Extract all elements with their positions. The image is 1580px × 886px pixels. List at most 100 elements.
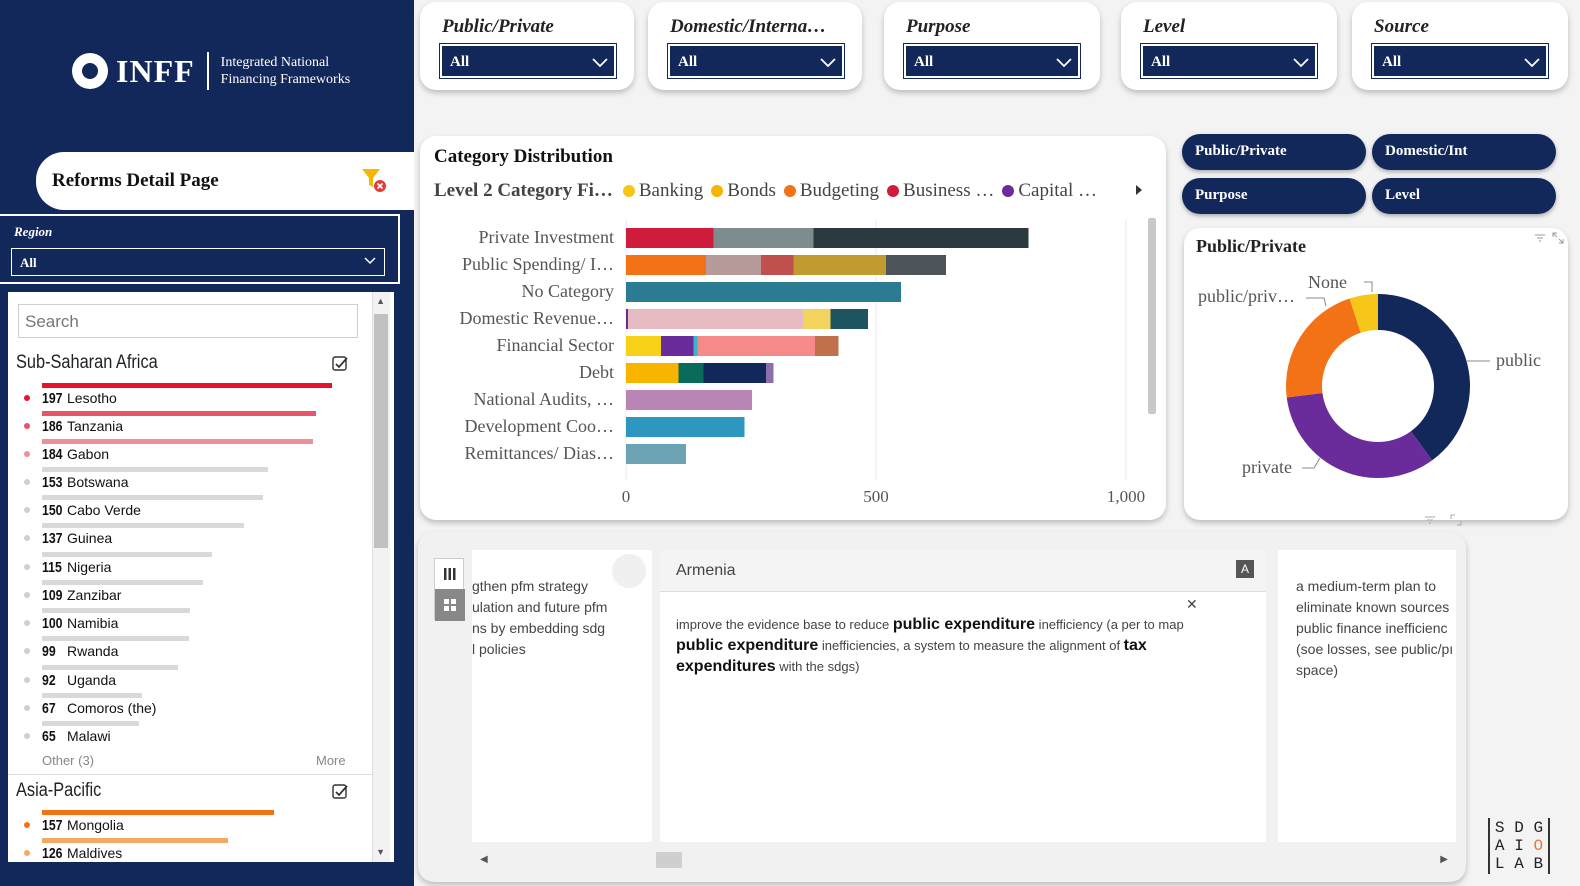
- horizontal-scrollbar[interactable]: ◀ ▶: [472, 850, 1452, 870]
- filter-dropdown[interactable]: All: [667, 43, 845, 79]
- bar-segment[interactable]: [626, 309, 628, 329]
- category-label: National Audits, …: [474, 389, 615, 409]
- checkbox-icon[interactable]: [332, 784, 348, 800]
- close-icon[interactable]: ✕: [1186, 596, 1198, 612]
- bar-segment[interactable]: [803, 309, 831, 329]
- bar-segment[interactable]: [697, 336, 816, 356]
- bar-segment[interactable]: [678, 363, 704, 383]
- legend-item[interactable]: Bonds: [711, 180, 776, 202]
- donut-slice[interactable]: [1378, 294, 1470, 461]
- chevron-down-icon: [820, 58, 836, 68]
- clear-filters-icon[interactable]: [360, 166, 388, 194]
- filter-dropdown[interactable]: All: [1371, 43, 1549, 79]
- pill-public-private[interactable]: Public/Private: [1182, 134, 1366, 170]
- pill-level[interactable]: Level: [1372, 178, 1556, 214]
- bar-segment[interactable]: [693, 336, 698, 356]
- legend-next-icon[interactable]: [1134, 184, 1144, 196]
- slice-label: public: [1496, 350, 1541, 370]
- filter-icon[interactable]: [1424, 514, 1436, 526]
- bar-segment[interactable]: [713, 228, 814, 248]
- bar-segment[interactable]: [626, 255, 706, 275]
- reform-card-armenia[interactable]: Armenia A ✕ improve the evidence base to…: [660, 550, 1266, 842]
- card-body: improve the evidence base to reduce publ…: [676, 616, 1184, 675]
- bar-segment[interactable]: [626, 282, 901, 302]
- list-item[interactable]: 186 Tanzania: [22, 411, 352, 439]
- donut-slice[interactable]: [1349, 294, 1378, 333]
- bar-segment[interactable]: [626, 228, 714, 248]
- filter-icon[interactable]: [1534, 232, 1546, 244]
- expand-icon[interactable]: [1450, 514, 1462, 526]
- bar-segment[interactable]: [626, 336, 661, 356]
- bar-segment[interactable]: [815, 336, 839, 356]
- bar-segment[interactable]: [628, 309, 803, 329]
- list-item[interactable]: 65 Malawi: [22, 721, 352, 749]
- category-label: Financial Sector: [497, 335, 614, 355]
- scroll-down-icon[interactable]: ▼: [376, 847, 385, 857]
- bar-segment[interactable]: [626, 417, 745, 437]
- bar-segment[interactable]: [706, 255, 761, 275]
- bar-segment[interactable]: [703, 363, 767, 383]
- filter-dropdown[interactable]: All: [439, 43, 617, 79]
- legend-item[interactable]: Banking: [622, 180, 703, 202]
- category-label: No Category: [522, 281, 614, 301]
- donut-slice[interactable]: [1286, 298, 1361, 398]
- legend-item[interactable]: Budgeting: [783, 180, 879, 202]
- list-item[interactable]: 100 Namibia: [22, 608, 352, 636]
- scroll-up-icon[interactable]: ▲: [376, 296, 385, 306]
- other-count[interactable]: Other (3): [42, 753, 95, 768]
- list-item[interactable]: 99 Rwanda: [22, 636, 352, 664]
- category-label: Debt: [579, 362, 614, 382]
- list-item[interactable]: 197 Lesotho: [22, 383, 352, 411]
- bar-segment[interactable]: [813, 228, 1029, 248]
- more-link[interactable]: More: [316, 753, 346, 768]
- reform-card[interactable]: a medium-term plan to eliminate known so…: [1278, 550, 1456, 842]
- country-slicer[interactable]: Search Sub-Saharan Africa 197 Lesotho 18…: [8, 292, 394, 862]
- bar-segment[interactable]: [661, 336, 694, 356]
- bar-segment[interactable]: [830, 309, 869, 329]
- chart-scrollbar[interactable]: [1148, 218, 1156, 414]
- list-item[interactable]: 150 Cabo Verde: [22, 495, 352, 523]
- group-header-ssa[interactable]: Sub-Saharan Africa: [16, 352, 158, 373]
- bar-segment[interactable]: [626, 363, 679, 383]
- scroll-left-icon[interactable]: ◀: [480, 854, 488, 865]
- bar-segment[interactable]: [761, 255, 794, 275]
- grid-view-icon: [444, 599, 456, 611]
- scrollbar-thumb[interactable]: [656, 852, 682, 868]
- reform-card[interactable]: gthen pfm strategy ulation and future pf…: [472, 550, 652, 842]
- bar-segment[interactable]: [793, 255, 887, 275]
- list-item[interactable]: 115 Nigeria: [22, 552, 352, 580]
- filter-dropdown[interactable]: All: [1140, 43, 1318, 79]
- legend-item[interactable]: Business …: [887, 180, 994, 202]
- list-item[interactable]: 92 Uganda: [22, 665, 352, 693]
- list-item[interactable]: 157 Mongolia: [22, 810, 352, 838]
- list-item[interactable]: 153 Botswana: [22, 467, 352, 495]
- list-item[interactable]: 184 Gabon: [22, 439, 352, 467]
- list-item[interactable]: 109 Zanzibar: [22, 580, 352, 608]
- scrollbar-thumb[interactable]: [374, 314, 388, 548]
- pill-purpose[interactable]: Purpose: [1182, 178, 1366, 214]
- columns-view-icon[interactable]: [443, 567, 457, 581]
- checkbox-icon[interactable]: [332, 356, 348, 372]
- pill-domestic-int[interactable]: Domestic/Int: [1372, 134, 1556, 170]
- card-badge: A: [1236, 560, 1254, 578]
- list-item[interactable]: 67 Comoros (the): [22, 693, 352, 721]
- list-item[interactable]: 137 Guinea: [22, 523, 352, 551]
- donut-slice[interactable]: [1286, 393, 1433, 478]
- search-input[interactable]: Search: [18, 304, 358, 338]
- chevron-down-icon: [1056, 58, 1072, 68]
- legend-item[interactable]: Capital …: [1002, 180, 1097, 202]
- filter-label: Purpose: [906, 16, 971, 37]
- list-item[interactable]: 126 Maldives: [22, 838, 352, 862]
- grid-view-button[interactable]: [435, 589, 465, 621]
- expand-icon[interactable]: [1552, 232, 1564, 244]
- scroll-right-icon[interactable]: ▶: [1440, 854, 1448, 865]
- region-dropdown[interactable]: All: [11, 248, 385, 276]
- category-label: Development Coo…: [465, 416, 614, 436]
- bar-segment[interactable]: [626, 390, 752, 410]
- bar-segment[interactable]: [766, 363, 774, 383]
- group-header-asia-pacific[interactable]: Asia-Pacific: [16, 780, 102, 801]
- bar-segment[interactable]: [886, 255, 946, 275]
- slice-label: public/priv…: [1198, 286, 1295, 306]
- bar-segment[interactable]: [626, 444, 686, 464]
- filter-dropdown[interactable]: All: [903, 43, 1081, 79]
